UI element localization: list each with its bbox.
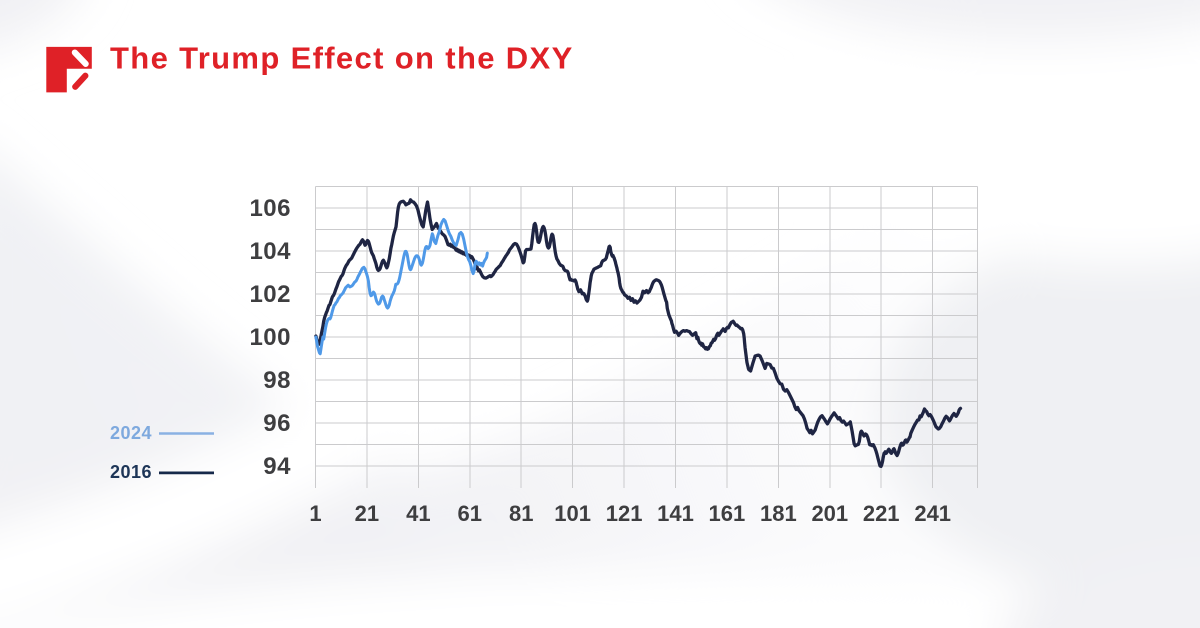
svg-text:104: 104 [249, 238, 291, 265]
svg-text:181: 181 [760, 501, 797, 526]
svg-text:21: 21 [355, 501, 379, 526]
svg-text:106: 106 [249, 195, 291, 222]
svg-text:1: 1 [309, 501, 321, 526]
svg-text:101: 101 [554, 501, 591, 526]
svg-text:96: 96 [263, 410, 291, 437]
svg-text:2024: 2024 [110, 423, 152, 443]
svg-text:121: 121 [606, 501, 643, 526]
svg-text:241: 241 [914, 501, 951, 526]
svg-text:98: 98 [263, 367, 291, 394]
svg-text:The Trump Effect on the DXY: The Trump Effect on the DXY [110, 41, 574, 76]
svg-text:141: 141 [657, 501, 694, 526]
svg-text:81: 81 [509, 501, 533, 526]
svg-text:100: 100 [249, 324, 291, 351]
svg-text:41: 41 [406, 501, 430, 526]
svg-text:161: 161 [709, 501, 746, 526]
svg-text:102: 102 [249, 281, 291, 308]
svg-text:61: 61 [458, 501, 482, 526]
svg-text:221: 221 [863, 501, 900, 526]
svg-text:201: 201 [811, 501, 848, 526]
svg-text:94: 94 [263, 453, 291, 480]
svg-text:2016: 2016 [110, 462, 152, 482]
